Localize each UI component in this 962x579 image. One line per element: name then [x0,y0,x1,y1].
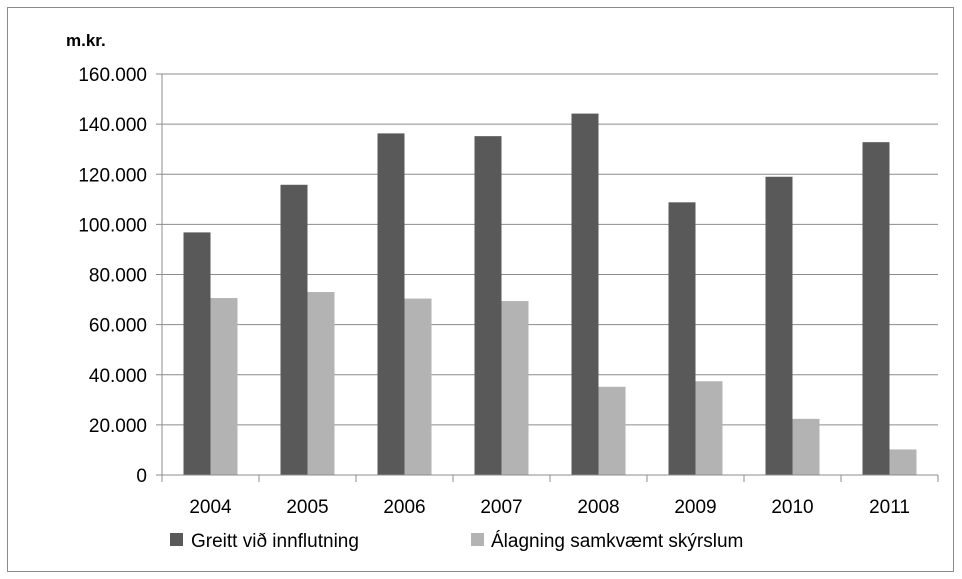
x-tick-label: 2005 [286,497,328,518]
bar-alagning-2004 [210,298,238,475]
y-tick-label: 80.000 [89,266,147,287]
x-tick-labels: 2004 2005 2006 2007 2008 2009 2010 2011 [189,497,910,518]
x-tick-label: 2006 [383,497,425,518]
bar-alagning-2008 [598,386,626,475]
legend-label-alagning: Álagning samkvæmt skýrslum [491,531,743,552]
y-tick-labels: 0 20.000 40.000 60.000 80.000 100.000 120.000 1… [78,65,147,487]
legend-swatch-greitt [170,533,183,546]
y-tick-label: 40.000 [89,366,147,387]
legend-swatch-alagning [471,533,484,546]
bar-greitt-2004 [183,232,211,475]
y-tick-label: 140.000 [78,115,147,136]
bar-greitt-2008 [571,113,599,475]
x-tick-label: 2011 [869,497,910,518]
gridlines [162,73,938,426]
x-tick-label: 2010 [771,497,813,518]
bar-alagning-2009 [695,381,723,475]
x-tick-label: 2008 [577,497,619,518]
y-tick-label: 160.000 [78,65,147,86]
bar-alagning-2011 [889,449,917,475]
legend: Greitt við innflutning Álagning samkvæmt… [170,531,743,552]
bars [183,113,917,476]
bar-greitt-2007 [474,136,502,475]
x-tick-label: 2007 [480,497,522,518]
axes [156,73,939,482]
y-tick-label: 0 [136,466,147,487]
y-tick-label: 60.000 [89,316,147,337]
y-tick-label: 120.000 [78,165,147,186]
y-tick-label: 100.000 [78,215,147,236]
bar-greitt-2006 [377,133,405,475]
x-tick-label: 2009 [674,497,716,518]
x-tick-label: 2004 [189,497,232,518]
legend-label-greitt: Greitt við innflutning [191,531,359,552]
y-unit-label: m.kr. [66,31,106,50]
y-tick-label: 20.000 [89,416,147,437]
bar-greitt-2005 [280,184,308,475]
bar-greitt-2010 [765,176,793,475]
bar-alagning-2007 [501,301,529,475]
bar-greitt-2011 [862,142,890,476]
bar-alagning-2010 [792,418,820,475]
bar-alagning-2005 [307,292,335,475]
bar-alagning-2006 [404,298,432,475]
bar-greitt-2009 [668,202,696,475]
